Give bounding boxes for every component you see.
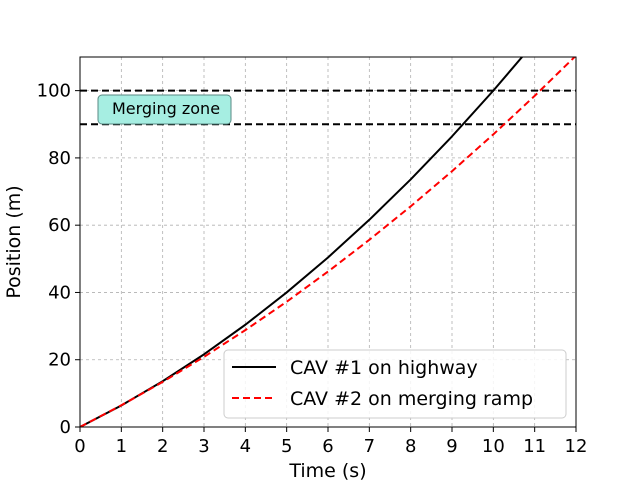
x-tick-label: 6 [322, 436, 333, 457]
x-axis: 0 1 2 3 4 5 6 7 8 9 10 11 12 [74, 427, 587, 457]
y-tick-label: 40 [48, 282, 71, 303]
x-tick-label: 0 [74, 436, 85, 457]
x-tick-label: 1 [116, 436, 127, 457]
x-tick-label: 8 [405, 436, 416, 457]
x-tick-label: 3 [198, 436, 209, 457]
x-tick-label: 9 [446, 436, 457, 457]
x-tick-label: 4 [240, 436, 251, 457]
legend-box [223, 349, 567, 419]
y-tick-label: 60 [48, 215, 71, 236]
x-tick-label: 2 [157, 436, 168, 457]
y-axis-title: Position (m) [3, 185, 25, 298]
x-tick-label: 12 [565, 436, 588, 457]
merging-zone-box [97, 94, 232, 125]
merging-zone-annotation: Merging zone [97, 94, 232, 125]
legend: CAV #1 on highway CAV #2 on merging ramp [223, 349, 567, 419]
legend-label-cav2: CAV #2 on merging ramp [290, 388, 533, 410]
x-tick-label: 10 [482, 436, 505, 457]
series-line-cav1 [80, 57, 524, 427]
y-tick-label: 80 [48, 148, 71, 169]
legend-label-cav1: CAV #1 on highway [290, 357, 478, 379]
y-axis: 0 20 40 60 80 100 [37, 81, 80, 438]
y-tick-label: 0 [60, 417, 71, 438]
x-axis-title: Time (s) [288, 460, 366, 480]
series-lines [80, 57, 576, 427]
merging-zone-label: Merging zone [112, 99, 220, 118]
x-tick-label: 11 [523, 436, 546, 457]
x-tick-label: 5 [281, 436, 292, 457]
x-tick-label: 7 [364, 436, 375, 457]
y-tick-label: 100 [37, 81, 71, 102]
y-tick-label: 20 [48, 350, 71, 371]
series-line-cav2 [80, 57, 576, 427]
